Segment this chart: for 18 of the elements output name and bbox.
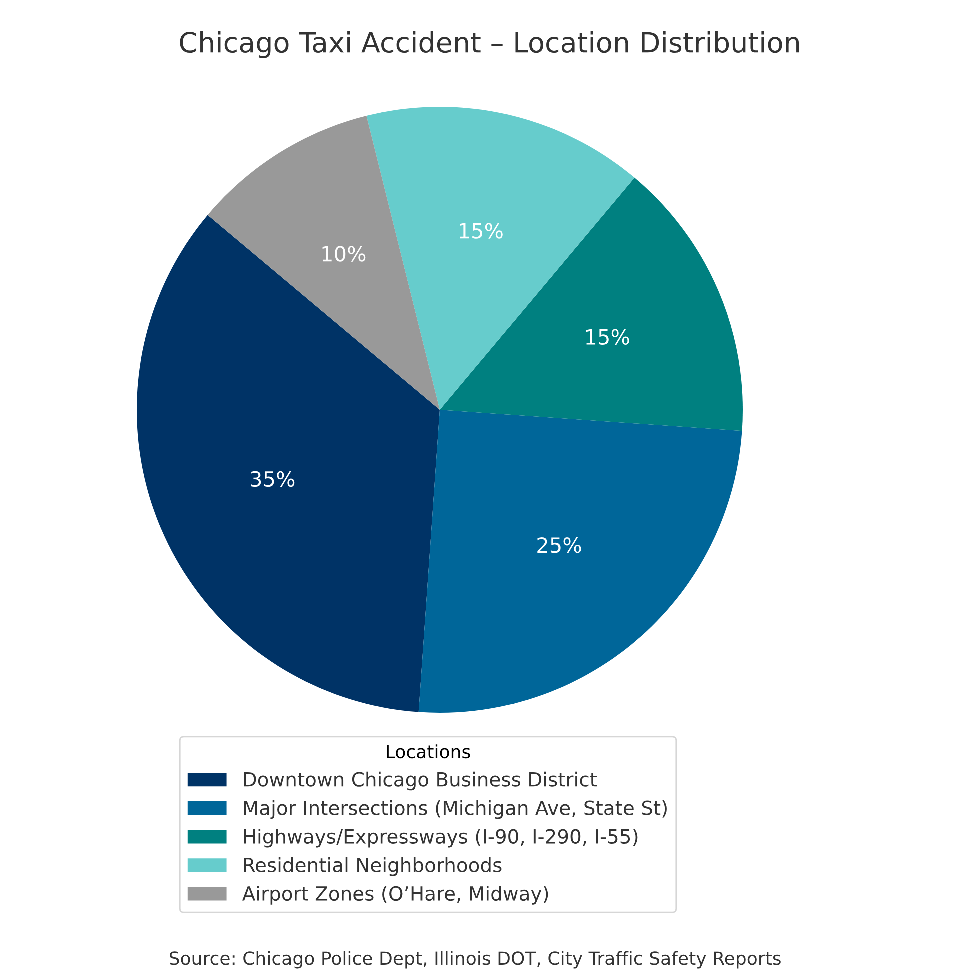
pie-slice: [440, 178, 743, 432]
data-label: 15%: [586, 329, 630, 346]
pie-slice: [418, 410, 742, 713]
legend-label: Airport Zones (O’Hare, Midway): [242, 886, 548, 905]
data-label: 25%: [538, 537, 582, 554]
data-label: 10%: [322, 246, 366, 262]
legend-title: Locations: [387, 744, 470, 759]
chart-title: Chicago Taxi Accident – Location Distribution: [180, 32, 800, 58]
legend-label: Residential Neighborhoods: [244, 857, 502, 876]
legend-label: Downtown Chicago Business District: [244, 772, 597, 791]
pie-slice: [137, 215, 440, 712]
data-label: 35%: [251, 471, 295, 488]
legend-label: Major Intersections (Michigan Ave, State St): [244, 800, 667, 820]
source-note: Source: Chicago Police Dept, Illinois DOT, City Traffic Safety Reports: [170, 951, 781, 969]
pie-slice: [366, 107, 635, 410]
pie-slice: [208, 116, 440, 410]
data-label: 15%: [460, 223, 503, 239]
legend-label: Highways/Expressways (I-90, I-290, I-55): [244, 828, 638, 848]
